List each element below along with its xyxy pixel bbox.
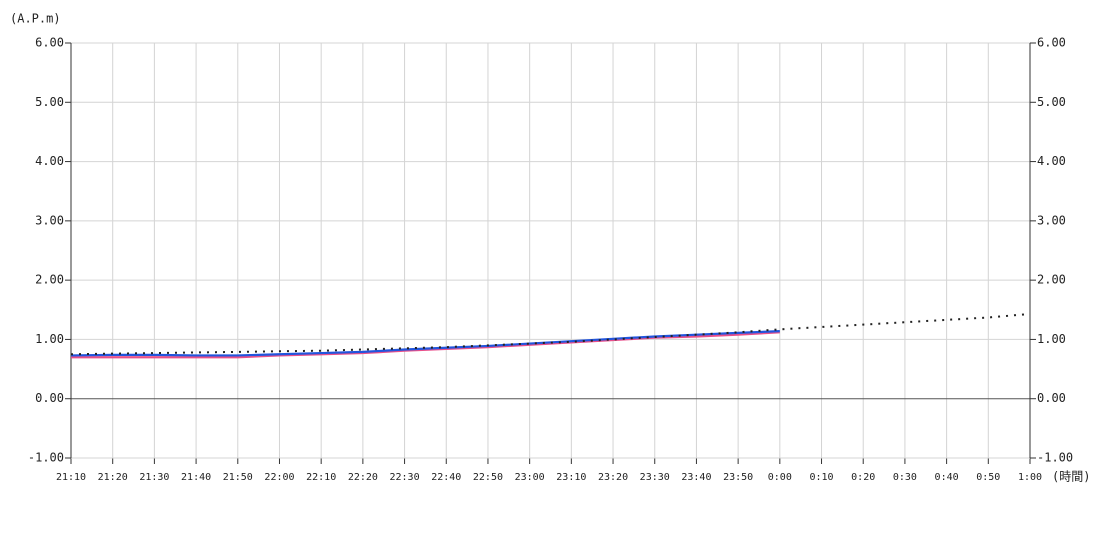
x-tick-label: 22:50 (473, 472, 503, 483)
x-tick-label: 0:00 (768, 472, 792, 483)
x-tick-label: 0:10 (809, 472, 833, 483)
series-line (70, 312, 1031, 356)
x-tick-label: 21:10 (56, 472, 86, 483)
x-tick-label: 23:20 (598, 472, 628, 483)
y2-tick-label: 5.00 (1037, 95, 1066, 109)
x-tick-label: 22:00 (264, 472, 294, 483)
x-tick-label: 23:40 (681, 472, 711, 483)
x-axis-label: (時間) (1052, 470, 1090, 484)
y-tick-label: 5.00 (35, 95, 64, 109)
series-line (70, 330, 780, 357)
x-tick-label: 22:40 (431, 472, 461, 483)
y-tick-label: 0.00 (35, 391, 64, 405)
x-tick-label: 23:50 (723, 472, 753, 483)
x-tick-label: 21:50 (223, 472, 253, 483)
y-tick-label: 1.00 (35, 332, 64, 346)
x-tick-label: 21:40 (181, 472, 211, 483)
y2-tick-label: -1.00 (1037, 451, 1073, 465)
x-tick-label: 21:20 (98, 472, 128, 483)
x-tick-label: 0:30 (893, 472, 917, 483)
y2-tick-label: 4.00 (1037, 154, 1066, 168)
y2-tick-label: 1.00 (1037, 332, 1066, 346)
y-axis-label: (A.P.m) (10, 12, 61, 26)
x-tick-label: 22:10 (306, 472, 336, 483)
x-tick-label: 0:20 (851, 472, 875, 483)
y-tick-label: 4.00 (35, 154, 64, 168)
x-tick-label: 23:30 (640, 472, 670, 483)
y-tick-label: -1.00 (28, 451, 64, 465)
x-tick-label: 22:30 (390, 472, 420, 483)
x-tick-label: 23:10 (556, 472, 586, 483)
y2-tick-label: 3.00 (1037, 213, 1066, 227)
x-tick-label: 21:30 (139, 472, 169, 483)
x-tick-label: 0:40 (935, 472, 959, 483)
y2-tick-label: 2.00 (1037, 273, 1066, 287)
x-tick-label: 0:50 (976, 472, 1000, 483)
x-tick-label: 23:00 (515, 472, 545, 483)
x-tick-label: 22:20 (348, 472, 378, 483)
y-tick-label: 6.00 (35, 36, 64, 50)
x-tick-label: 1:00 (1018, 472, 1042, 483)
y2-tick-label: 0.00 (1037, 391, 1066, 405)
series-line (71, 331, 780, 359)
y2-tick-label: 6.00 (1037, 36, 1066, 50)
y-tick-label: 3.00 (35, 213, 64, 227)
y-tick-label: 2.00 (35, 273, 64, 287)
